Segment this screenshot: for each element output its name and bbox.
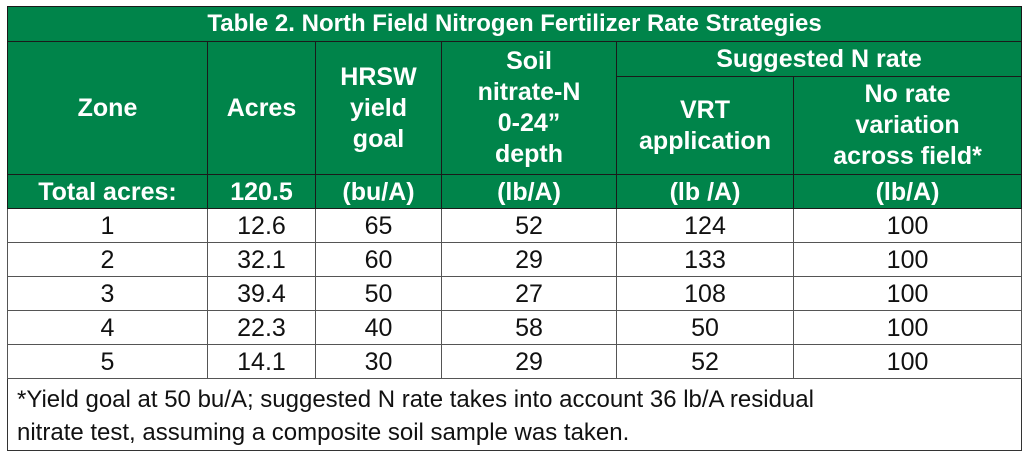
header-line: VRT [680, 95, 730, 124]
cell-acres: 12.6 [207, 208, 316, 244]
total-acres-value: 120.5 [207, 174, 316, 210]
cell-no-rate: 100 [792, 276, 1023, 312]
header-suggested-n-rate: Suggested N rate [615, 41, 1023, 77]
cell-no-rate: 100 [792, 310, 1023, 346]
table-row: 5 14.1 30 29 52 100 [7, 344, 1023, 380]
cell-zone: 2 [7, 242, 208, 278]
footnote-row: *Yield goal at 50 bu/A; suggested N rate… [6, 378, 1023, 451]
cell-zone: 1 [7, 208, 208, 244]
cell-vrt: 50 [616, 310, 794, 346]
unit-soil-nitrate: (lb/A) [441, 174, 617, 210]
cell-vrt: 108 [616, 276, 794, 312]
header-zone: Zone [7, 40, 208, 176]
cell-zone: 4 [7, 310, 208, 346]
header-line: variation [855, 111, 960, 140]
cell-yield-goal: 50 [315, 276, 442, 312]
nitrogen-rate-table: Table 2. North Field Nitrogen Fertilizer… [6, 6, 1023, 451]
cell-zone: 3 [7, 276, 208, 312]
header-line: yield [350, 93, 407, 122]
header-line: nitrate-N [477, 78, 581, 107]
table-row: 2 32.1 60 29 133 100 [7, 242, 1023, 278]
cell-zone: 5 [7, 344, 208, 380]
cell-yield-goal: 30 [315, 344, 442, 380]
header-no-rate-variation: No rate variation across field* [792, 75, 1023, 176]
cell-no-rate: 100 [792, 242, 1023, 278]
cell-acres: 22.3 [207, 310, 316, 346]
cell-acres: 39.4 [207, 276, 316, 312]
cell-no-rate: 100 [792, 344, 1023, 380]
unit-no-rate: (lb/A) [792, 174, 1023, 210]
header-yield-goal: HRSW yield goal [315, 40, 442, 176]
header-line: application [639, 126, 771, 155]
footnote: *Yield goal at 50 bu/A; suggested N rate… [6, 378, 1023, 451]
header-soil-nitrate: Soil nitrate-N 0-24” depth [441, 40, 617, 176]
footnote-line: nitrate test, assuming a composite soil … [17, 418, 630, 446]
table-title: Table 2. North Field Nitrogen Fertilizer… [6, 6, 1023, 42]
cell-vrt: 124 [616, 208, 794, 244]
cell-soil-nitrate: 58 [441, 310, 617, 346]
unit-yield-goal: (bu/A) [315, 174, 442, 210]
cell-yield-goal: 65 [315, 208, 442, 244]
units-row: Total acres: 120.5 (bu/A) (lb/A) (lb /A)… [7, 174, 1023, 210]
header-vrt: VRT application [616, 75, 794, 176]
header-line: across field* [833, 142, 982, 171]
cell-acres: 32.1 [207, 242, 316, 278]
header-line: HRSW [340, 62, 417, 91]
header-acres: Acres [207, 40, 316, 176]
footnote-line: *Yield goal at 50 bu/A; suggested N rate… [17, 385, 814, 413]
cell-soil-nitrate: 29 [441, 344, 617, 380]
cell-soil-nitrate: 52 [441, 208, 617, 244]
total-acres-label: Total acres: [7, 174, 208, 210]
table-row: 4 22.3 40 58 50 100 [7, 310, 1023, 346]
unit-vrt: (lb /A) [616, 174, 794, 210]
cell-vrt: 52 [616, 344, 794, 380]
header-line: Soil [506, 47, 552, 76]
cell-acres: 14.1 [207, 344, 316, 380]
table-row: 1 12.6 65 52 124 100 [7, 208, 1023, 244]
cell-soil-nitrate: 29 [441, 242, 617, 278]
table-row: 3 39.4 50 27 108 100 [7, 276, 1023, 312]
cell-soil-nitrate: 27 [441, 276, 617, 312]
cell-no-rate: 100 [792, 208, 1023, 244]
header-line: 0-24” [497, 109, 561, 138]
header-line: goal [352, 124, 405, 153]
cell-yield-goal: 60 [315, 242, 442, 278]
header-line: depth [494, 140, 564, 169]
cell-yield-goal: 40 [315, 310, 442, 346]
cell-vrt: 133 [616, 242, 794, 278]
header-line: No rate [864, 80, 951, 109]
